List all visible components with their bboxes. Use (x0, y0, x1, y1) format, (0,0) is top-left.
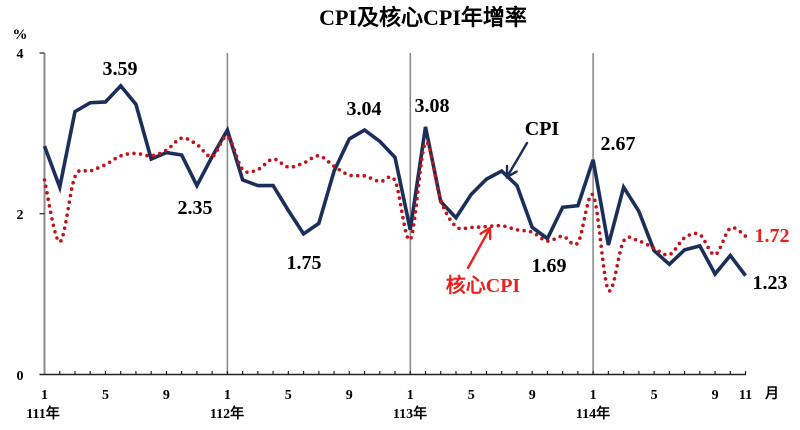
year-label-112: 112年 (210, 405, 244, 422)
cpi-arrowhead-icon (505, 164, 518, 180)
data-labels: 3.59 2.35 3.04 1.75 3.08 1.69 2.67 1.72 … (103, 58, 790, 294)
month-label: 9 (712, 388, 719, 403)
data-label-cpi-low-113: 1.69 (532, 255, 567, 277)
core-cpi-series-label: 核心CPI (446, 273, 521, 297)
cpi-series-line (42, 83, 747, 278)
core-cpi-callout: 核心CPI (446, 225, 521, 297)
core-cpi-arrow-icon (466, 226, 492, 270)
month-label: 1 (590, 388, 597, 403)
month-label: 5 (102, 388, 109, 403)
data-label-cpi-low-112: 1.75 (287, 252, 322, 274)
month-label: 9 (163, 388, 170, 403)
data-label-core-latest: 1.72 (755, 225, 790, 247)
month-label: 11 (739, 388, 752, 403)
data-label-cpi-low-111: 2.35 (178, 197, 213, 219)
month-label: 1 (224, 388, 231, 403)
month-label: 9 (529, 388, 536, 403)
cpi-callout: CPI (505, 118, 560, 180)
data-label-cpi-latest: 1.23 (753, 272, 788, 294)
y-tick-label-4: 4 (17, 47, 24, 62)
month-label: 5 (468, 388, 475, 403)
cpi-series-label: CPI (525, 118, 560, 140)
y-axis-unit: % (13, 27, 28, 43)
core-cpi-arrowhead-icon (479, 225, 492, 241)
x-axis-month-ticks (59, 371, 747, 375)
x-year-labels: 111年 112年 113年 114年 (26, 405, 610, 422)
year-label-111: 111年 (26, 405, 59, 422)
data-label-cpi-peak-113: 3.08 (415, 95, 450, 117)
x-axis-unit: 月 (764, 386, 779, 402)
data-label-cpi-peak-111: 3.59 (103, 58, 138, 80)
x-month-labels: 1 5 9 1 5 9 1 5 9 1 5 9 11 月 (41, 386, 779, 403)
month-label: 1 (41, 388, 48, 403)
core-cpi-series-line (42, 134, 748, 293)
data-label-cpi-peak-112: 3.04 (347, 98, 382, 120)
chart-title: CPI及核心CPI年增率 (319, 5, 527, 30)
cpi-arrow-icon (505, 141, 529, 179)
month-label: 5 (285, 388, 292, 403)
year-label-113: 113年 (393, 405, 427, 422)
month-label: 9 (346, 388, 353, 403)
month-label: 5 (651, 388, 658, 403)
y-tick-label-2: 2 (17, 208, 24, 223)
year-label-114: 114年 (576, 405, 610, 422)
month-label: 1 (407, 388, 414, 403)
y-tick-label-0: 0 (17, 369, 24, 384)
data-label-cpi-114-1: 2.67 (601, 133, 636, 155)
